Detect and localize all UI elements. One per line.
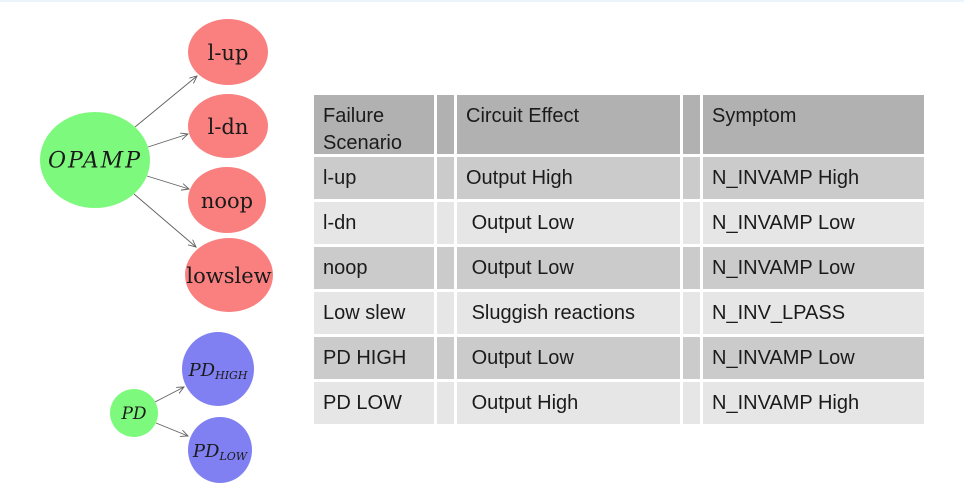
col-header-circuit-effect: Circuit Effect <box>457 95 680 154</box>
row-spacer-cell <box>683 157 700 199</box>
cell-effect-pdlow: Output High <box>457 382 680 424</box>
cell-symptom-lowslew: N_INV_LPASS <box>703 292 924 334</box>
edge-opamp-to-lup <box>134 76 197 128</box>
node-opamp-ellipse <box>40 112 150 208</box>
window-top-edge <box>0 0 964 2</box>
row-spacer-cell <box>437 202 454 244</box>
pdlow-subscript-text: LOW <box>218 450 248 463</box>
header-spacer-cell-2 <box>683 95 700 154</box>
cell-effect-pdhigh: Output Low <box>457 337 680 379</box>
node-lowslew-label: lowslew <box>186 264 271 288</box>
edge-opamp-to-ldn <box>147 134 188 148</box>
failure-symptom-table: Failure Scenario Circuit Effect Symptom … <box>314 95 924 424</box>
cell-scenario-pdlow: PD LOW <box>314 382 434 424</box>
col-header-symptom: Symptom <box>703 95 924 154</box>
node-ldn-label: l-dn <box>208 115 249 139</box>
pdlow-base-text: PD <box>192 441 220 462</box>
row-spacer-cell <box>683 337 700 379</box>
row-spacer-cell <box>683 202 700 244</box>
cell-effect-noop: Output Low <box>457 247 680 289</box>
header-spacer-cell-1 <box>437 95 454 154</box>
row-spacer-cell <box>437 382 454 424</box>
row-spacer-cell <box>437 247 454 289</box>
cell-scenario-pdhigh: PD HIGH <box>314 337 434 379</box>
node-lup-ellipse <box>188 19 268 85</box>
pdhigh-subscript-text: HIGH <box>214 369 248 382</box>
row-spacer-cell <box>437 337 454 379</box>
node-ldn-ellipse <box>188 94 268 158</box>
edge-opamp-to-lowslew <box>133 193 196 247</box>
node-lup-label: l-up <box>208 41 249 65</box>
cell-effect-lowslew: Sluggish reactions <box>457 292 680 334</box>
row-spacer-cell <box>437 292 454 334</box>
node-pdlow-label: PDLOW <box>192 441 249 463</box>
node-lowslew-ellipse <box>185 238 273 312</box>
cell-symptom-pdlow: N_INVAMP High <box>703 382 924 424</box>
node-noop-ellipse <box>188 167 266 233</box>
edge-pd-to-pdhigh <box>154 387 184 403</box>
col-header-failure-scenario: Failure Scenario <box>314 95 434 154</box>
cell-scenario-lowslew: Low slew <box>314 292 434 334</box>
cell-scenario-ldn: l-dn <box>314 202 434 244</box>
node-pdhigh-ellipse <box>182 332 254 406</box>
node-pd-label: PD <box>120 404 146 424</box>
cell-effect-lup: Output High <box>457 157 680 199</box>
cell-scenario-noop: noop <box>314 247 434 289</box>
node-pdlow-ellipse <box>188 417 252 483</box>
cell-symptom-lup: N_INVAMP High <box>703 157 924 199</box>
row-spacer-cell <box>683 247 700 289</box>
row-spacer-cell <box>683 292 700 334</box>
node-opamp-label: OPAMP <box>48 149 142 174</box>
row-spacer-cell <box>683 382 700 424</box>
cell-effect-ldn: Output Low <box>457 202 680 244</box>
cell-scenario-lup: l-up <box>314 157 434 199</box>
edge-opamp-to-noop <box>146 175 189 189</box>
cell-symptom-ldn: N_INVAMP Low <box>703 202 924 244</box>
pdhigh-base-text: PD <box>188 360 216 381</box>
row-spacer-cell <box>437 157 454 199</box>
node-noop-label: noop <box>201 189 253 213</box>
fault-tree-diagram: OPAMP l-up l-dn noop lowslew PD PDHIGH P… <box>40 19 273 483</box>
edge-pd-to-pdlow <box>155 422 188 436</box>
node-pd-ellipse <box>110 389 158 437</box>
cell-symptom-pdhigh: N_INVAMP Low <box>703 337 924 379</box>
node-pdhigh-label: PDHIGH <box>188 360 248 382</box>
cell-symptom-noop: N_INVAMP Low <box>703 247 924 289</box>
